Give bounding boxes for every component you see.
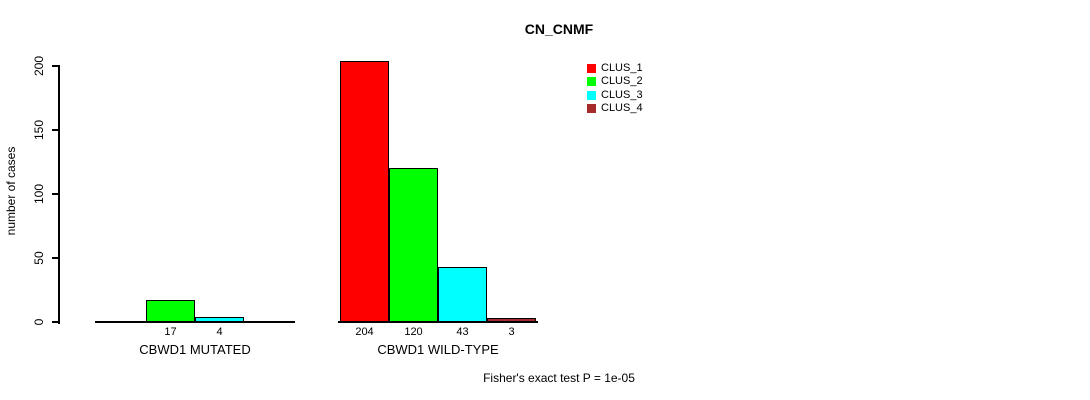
bar-clus-4-group2 <box>487 318 536 322</box>
chart-title: CN_CNMF <box>524 21 594 37</box>
legend-label: CLUS_4 <box>601 101 643 114</box>
y-axis-tick <box>52 65 59 67</box>
y-axis-tick <box>52 193 59 195</box>
y-axis-line <box>58 65 60 324</box>
y-axis-label: number of cases <box>4 146 18 236</box>
y-axis-tick-label: 150 <box>32 119 46 141</box>
bar-value-label: 204 <box>355 326 374 338</box>
x-group-label: CBWD1 MUTATED <box>139 342 251 357</box>
fisher-test-annotation: Fisher's exact test P = 1e-05 <box>483 371 635 385</box>
y-axis-tick-label: 200 <box>32 55 46 77</box>
bar-clus-2-group2 <box>389 168 438 322</box>
bar-clus-1-group2 <box>340 61 389 322</box>
y-axis-tick <box>52 321 59 323</box>
bar-value-label: 4 <box>216 326 223 338</box>
legend-label: CLUS_1 <box>601 62 643 74</box>
legend-swatch-clus-3 <box>587 90 596 100</box>
bar-value-label: 120 <box>404 326 423 338</box>
group-baseline <box>95 321 295 323</box>
bar-clus-3-group2 <box>438 267 487 322</box>
bar-clus-3-group1 <box>195 317 244 322</box>
legend-label: CLUS_2 <box>601 75 643 88</box>
bar-clus-2-group1 <box>146 300 195 322</box>
legend-label: CLUS_3 <box>601 88 643 101</box>
bar-value-label: 43 <box>456 326 469 338</box>
group-baseline <box>338 321 538 323</box>
y-axis-tick <box>52 129 59 131</box>
legend-swatch-clus-1 <box>587 64 596 73</box>
legend-swatch-clus-4 <box>587 103 596 113</box>
y-axis-tick-label: 100 <box>32 183 46 205</box>
y-axis-tick-label: 50 <box>32 251 46 265</box>
y-axis-tick <box>52 257 59 259</box>
legend-swatch-clus-2 <box>587 77 596 87</box>
bar-value-label: 17 <box>164 326 177 338</box>
x-group-label: CBWD1 WILD-TYPE <box>377 342 499 357</box>
bar-value-label: 3 <box>508 326 515 338</box>
y-axis-tick-label: 0 <box>32 318 46 326</box>
